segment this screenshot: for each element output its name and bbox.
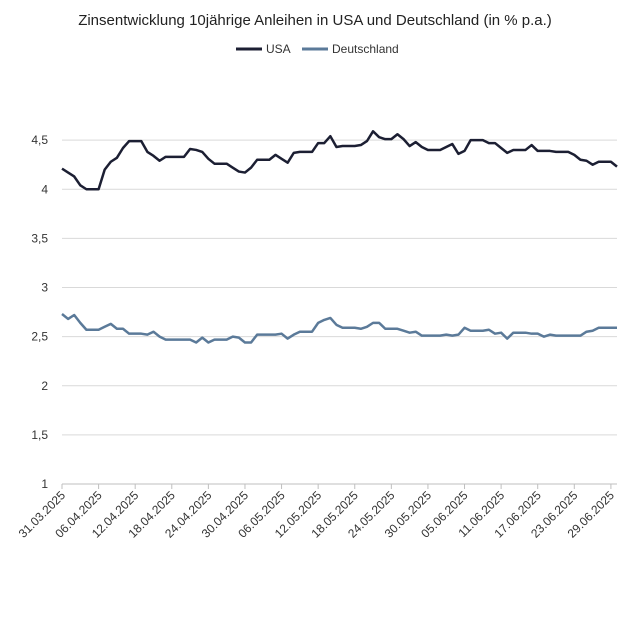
- legend: USA Deutschland: [236, 42, 399, 56]
- grid-lines: [62, 139, 617, 485]
- y-tick-label: 2: [41, 379, 48, 393]
- y-axis-ticks: 1 1,5 2 2,5 3 3,5 4 4,5: [31, 133, 48, 491]
- series-line-usa: [61, 130, 618, 191]
- y-tick-label: 3,5: [31, 231, 48, 245]
- x-axis-ticks: 31.03.202506.04.202512.04.202518.04.2025…: [16, 484, 617, 541]
- series-line-deutschland: [61, 313, 617, 344]
- series-lines: [61, 130, 618, 344]
- chart-title: Zinsentwicklung 10jährige Anleihen in US…: [78, 12, 552, 29]
- y-tick-label: 2,5: [31, 330, 48, 344]
- y-tick-label: 1,5: [31, 428, 48, 442]
- legend-label-deutschland: Deutschland: [332, 42, 399, 56]
- y-tick-label: 1: [41, 477, 48, 491]
- y-tick-label: 3: [41, 281, 48, 295]
- y-tick-label: 4: [41, 182, 48, 196]
- legend-label-usa: USA: [266, 42, 291, 56]
- y-tick-label: 4,5: [31, 133, 48, 147]
